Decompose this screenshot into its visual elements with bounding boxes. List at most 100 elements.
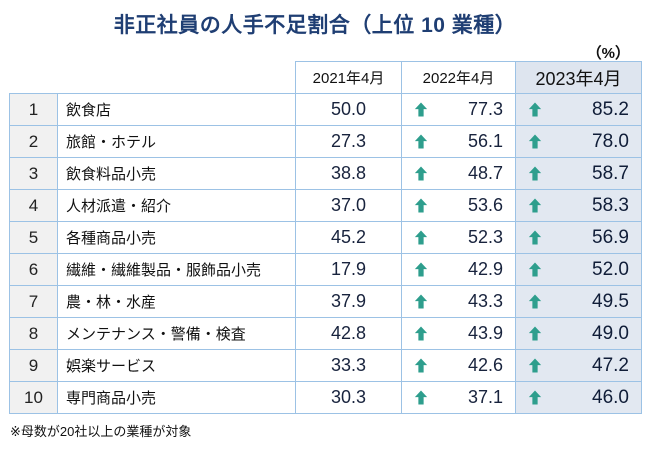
- rank-cell: 7: [9, 285, 58, 318]
- value-2022-cell: 42.6: [401, 349, 516, 382]
- up-arrow-icon: [528, 198, 542, 213]
- up-arrow-icon: [414, 198, 428, 213]
- up-arrow-icon: [528, 326, 542, 341]
- value-2022-cell: 53.6: [401, 189, 516, 222]
- value-2023-cell: 78.0: [515, 125, 642, 158]
- column-header-2021: 2021年4月: [295, 61, 402, 94]
- up-arrow-icon: [528, 390, 542, 405]
- header-blank: [9, 61, 58, 94]
- rank-cell: 10: [9, 381, 58, 414]
- value-2022-cell: 48.7: [401, 157, 516, 190]
- table-row: 9 娯楽サービス 33.3 42.6 47.2: [9, 349, 642, 382]
- table-row: 3 飲食料品小売 38.8 48.7 58.7: [9, 157, 642, 190]
- up-arrow-icon: [528, 134, 542, 149]
- value-2023: 47.2: [592, 354, 629, 376]
- value-2022-cell: 42.9: [401, 253, 516, 286]
- up-arrow-icon: [414, 230, 428, 245]
- up-arrow-icon: [528, 262, 542, 277]
- rank-cell: 2: [9, 125, 58, 158]
- value-2021: 37.9: [295, 285, 402, 318]
- column-header-2023: 2023年4月: [515, 61, 642, 94]
- footnote: ※母数が20社以上の業種が対象: [10, 424, 192, 439]
- column-header-2022: 2022年4月: [401, 61, 516, 94]
- value-2023: 46.0: [592, 386, 629, 408]
- table-row: 7 農・林・水産 37.9 43.3 49.5: [9, 285, 642, 318]
- value-2023-cell: 47.2: [515, 349, 642, 382]
- unit-label: （%）: [586, 45, 630, 62]
- industry-cell: 人材派遣・紹介: [57, 189, 296, 222]
- value-2021: 17.9: [295, 253, 402, 286]
- value-2023-cell: 52.0: [515, 253, 642, 286]
- value-2022-cell: 77.3: [401, 93, 516, 126]
- table-row: 10 専門商品小売 30.3 37.1 46.0: [9, 381, 642, 414]
- value-2023: 85.2: [592, 98, 629, 120]
- up-arrow-icon: [528, 358, 542, 373]
- value-2023-cell: 56.9: [515, 221, 642, 254]
- table-row: 8 メンテナンス・警備・検査 42.8 43.9 49.0: [9, 317, 642, 350]
- value-2022-cell: 37.1: [401, 381, 516, 414]
- header-row: 2021年4月 2022年4月 2023年4月: [9, 61, 642, 94]
- value-2022: 37.1: [467, 387, 503, 407]
- up-arrow-icon: [414, 294, 428, 309]
- value-2021: 42.8: [295, 317, 402, 350]
- value-2022: 42.6: [467, 355, 503, 375]
- value-2022: 53.6: [467, 195, 503, 215]
- up-arrow-icon: [414, 166, 428, 181]
- up-arrow-icon: [414, 262, 428, 277]
- industry-cell: 飲食店: [57, 93, 296, 126]
- up-arrow-icon: [414, 390, 428, 405]
- value-2022: 43.3: [467, 291, 503, 311]
- value-2022-cell: 56.1: [401, 125, 516, 158]
- value-2021: 30.3: [295, 381, 402, 414]
- table-row: 5 各種商品小売 45.2 52.3 56.9: [9, 221, 642, 254]
- value-2023-cell: 58.3: [515, 189, 642, 222]
- shortage-table: 2021年4月 2022年4月 2023年4月 1 飲食店 50.0 77.3 …: [9, 61, 642, 414]
- page-title: 非正社員の人手不足割合（上位 10 業種）: [113, 14, 517, 37]
- value-2023: 58.3: [592, 194, 629, 216]
- value-2021: 45.2: [295, 221, 402, 254]
- value-2022: 42.9: [467, 259, 503, 279]
- industry-cell: 農・林・水産: [57, 285, 296, 318]
- value-2022-cell: 52.3: [401, 221, 516, 254]
- rank-cell: 5: [9, 221, 58, 254]
- value-2023: 49.0: [592, 322, 629, 344]
- up-arrow-icon: [528, 102, 542, 117]
- industry-cell: 娯楽サービス: [57, 349, 296, 382]
- up-arrow-icon: [414, 102, 428, 117]
- rank-cell: 8: [9, 317, 58, 350]
- up-arrow-icon: [528, 294, 542, 309]
- industry-cell: 旅館・ホテル: [57, 125, 296, 158]
- table-row: 4 人材派遣・紹介 37.0 53.6 58.3: [9, 189, 642, 222]
- value-2022: 52.3: [467, 227, 503, 247]
- table-row: 6 繊維・繊維製品・服飾品小売 17.9 42.9 52.0: [9, 253, 642, 286]
- value-2022: 77.3: [467, 99, 503, 119]
- industry-cell: 繊維・繊維製品・服飾品小売: [57, 253, 296, 286]
- industry-cell: メンテナンス・警備・検査: [57, 317, 296, 350]
- value-2023-cell: 46.0: [515, 381, 642, 414]
- value-2023: 49.5: [592, 290, 629, 312]
- rank-cell: 4: [9, 189, 58, 222]
- value-2021: 38.8: [295, 157, 402, 190]
- value-2021: 27.3: [295, 125, 402, 158]
- rank-cell: 6: [9, 253, 58, 286]
- rank-cell: 1: [9, 93, 58, 126]
- up-arrow-icon: [414, 134, 428, 149]
- industry-cell: 専門商品小売: [57, 381, 296, 414]
- value-2023-cell: 49.0: [515, 317, 642, 350]
- up-arrow-icon: [414, 326, 428, 341]
- value-2023-cell: 85.2: [515, 93, 642, 126]
- value-2023-cell: 49.5: [515, 285, 642, 318]
- value-2023: 56.9: [592, 226, 629, 248]
- value-2022: 56.1: [467, 131, 503, 151]
- value-2021: 37.0: [295, 189, 402, 222]
- table-row: 2 旅館・ホテル 27.3 56.1 78.0: [9, 125, 642, 158]
- rank-cell: 3: [9, 157, 58, 190]
- value-2023-cell: 58.7: [515, 157, 642, 190]
- value-2023: 78.0: [592, 130, 629, 152]
- value-2023: 52.0: [592, 258, 629, 280]
- up-arrow-icon: [528, 230, 542, 245]
- table-row: 1 飲食店 50.0 77.3 85.2: [9, 93, 642, 126]
- up-arrow-icon: [528, 166, 542, 181]
- up-arrow-icon: [414, 358, 428, 373]
- value-2021: 50.0: [295, 93, 402, 126]
